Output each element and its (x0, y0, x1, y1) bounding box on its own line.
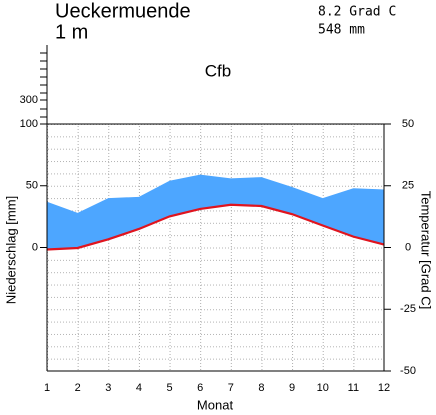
x-tick-label: 1 (44, 382, 50, 394)
y-tick-label: 0 (32, 241, 38, 253)
x-tick-label: 7 (228, 382, 234, 394)
x-tick-label: 9 (289, 382, 295, 394)
y2-tick-label: -25 (400, 303, 416, 315)
x-tick-label: 10 (317, 382, 329, 394)
y-axis-label: Niederschlag [mm] (3, 196, 18, 304)
y2-tick-label: 25 (402, 180, 414, 192)
annotation: 548 mm (318, 23, 365, 38)
x-tick-label: 6 (197, 382, 203, 394)
y2-axis-label: Temperatur [Grad C] (419, 191, 434, 310)
y2-tick-label: 50 (402, 118, 414, 130)
x-tick-label: 8 (258, 382, 264, 394)
x-tick-label: 11 (348, 382, 359, 394)
grid (47, 124, 384, 371)
y-tick-label: 100 (20, 118, 38, 130)
y2-tick-label: -50 (400, 365, 416, 377)
x-tick-label: 4 (136, 382, 142, 394)
y2-tick-label: 0 (405, 241, 411, 253)
x-tick-label: 12 (378, 382, 390, 394)
subtitle: 1 m (55, 21, 88, 43)
y-tick-label: 300 (20, 94, 38, 106)
x-axis-label: Monat (197, 397, 234, 412)
annotation: 8.2 Grad C (318, 5, 396, 20)
x-tick-label: 3 (105, 382, 111, 394)
upper-ticks (40, 52, 47, 118)
temperature-line (46, 203, 385, 251)
x-tick-label: 2 (75, 382, 81, 394)
y-tick-label: 50 (26, 180, 38, 192)
x-tick-label: 5 (166, 382, 172, 394)
chart-title: Ueckermuende (55, 0, 191, 22)
annotation: Cfb (205, 61, 231, 80)
